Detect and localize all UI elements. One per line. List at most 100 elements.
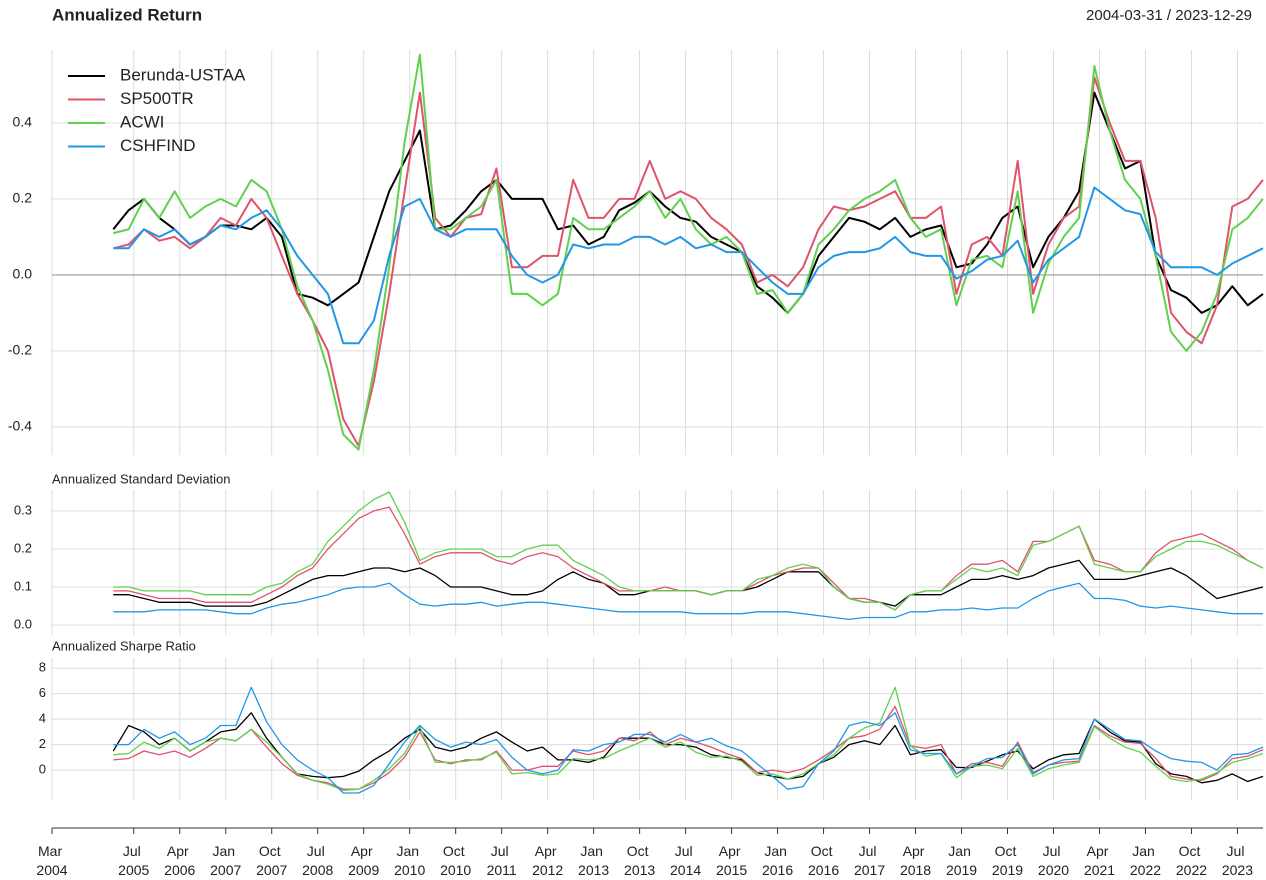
chart-title: Annualized Return (52, 5, 202, 24)
x-tick-label-part: Jul (491, 843, 513, 859)
series-line (113, 491, 1264, 611)
x-tick-label-part: Jan (764, 843, 790, 859)
x-tick-label: Oct 2013 (624, 843, 655, 878)
series-line (112, 91, 1264, 314)
y-tick-label: 0.0 (13, 266, 33, 282)
x-tick-label-part: Jan (580, 843, 606, 859)
x-tick-label: Apr 2021 (1084, 843, 1115, 878)
x-tick-label-part: Jul (1043, 843, 1065, 859)
x-tick-label-part: Apr (351, 843, 377, 859)
series-line (113, 686, 1264, 792)
x-tick-label-part: 2006 (164, 862, 195, 878)
x-tick-label-part: Apr (719, 843, 745, 859)
y-tick-label: 0.4 (13, 114, 33, 130)
y-tick-label: 6 (39, 685, 46, 700)
x-tick-label: Oct 2022 (1176, 843, 1207, 878)
series-line (113, 582, 1263, 621)
y-tick-label: 0.2 (13, 190, 33, 206)
x-tick-label-part: 2014 (670, 862, 701, 878)
y-tick-label: 4 (39, 711, 46, 726)
series-line (113, 559, 1264, 607)
x-tick-label: Jan 2013 (578, 843, 609, 878)
x-tick-label-part: Jul (675, 843, 697, 859)
x-tick-label: Mar 2004 (36, 843, 67, 878)
x-tick-label-part: Apr (903, 843, 929, 859)
y-tick-label: 0.2 (14, 540, 32, 555)
x-tick-label-part: 2020 (1038, 862, 1069, 878)
x-tick-label-part: Jul (1227, 843, 1249, 859)
x-tick-label-part: 2010 (394, 862, 425, 878)
x-tick-label: Jan 2010 (394, 843, 425, 878)
y-tick-label: -0.4 (8, 418, 32, 434)
x-tick-label-part: Mar (38, 843, 66, 859)
legend-label: ACWI (120, 112, 164, 131)
series-line (113, 53, 1264, 451)
series-line (113, 186, 1264, 345)
x-tick-label-part: 2016 (808, 862, 839, 878)
x-tick-label: Apr 2006 (164, 843, 195, 878)
legend-label: SP500TR (120, 89, 194, 108)
x-tick-label-part: Jan (396, 843, 422, 859)
x-tick-label: Oct 2007 (256, 843, 287, 878)
x-tick-label-part: 2023 (1222, 862, 1253, 878)
x-tick-label-part: 2008 (302, 862, 333, 878)
legend-label: CSHFIND (120, 136, 196, 155)
x-tick-label: Jul 2017 (854, 843, 885, 878)
x-tick-label-part: Apr (535, 843, 561, 859)
x-tick-label-part: Oct (811, 843, 837, 859)
x-tick-label: Jul 2008 (302, 843, 333, 878)
x-tick-label-part: 2021 (1084, 862, 1115, 878)
x-tick-label: Jan 2019 (946, 843, 977, 878)
x-tick-label-part: 2004 (36, 862, 67, 878)
x-tick-label: Apr 2009 (348, 843, 379, 878)
x-tick-label: Jul 2023 (1222, 843, 1253, 878)
x-tick-label: Oct 2019 (992, 843, 1023, 878)
panel-title: Annualized Standard Deviation (52, 471, 231, 486)
series-line (113, 76, 1264, 447)
x-tick-label-part: 2007 (210, 862, 241, 878)
x-tick-label-part: Jul (307, 843, 329, 859)
x-tick-label: Jul 2005 (118, 843, 149, 878)
x-tick-label-part: Jan (948, 843, 974, 859)
panel-title: Annualized Sharpe Ratio (52, 638, 196, 653)
x-tick-label-part: 2010 (440, 862, 471, 878)
x-tick-label-part: 2017 (854, 862, 885, 878)
x-tick-label-part: Oct (627, 843, 653, 859)
x-tick-label: Jul 2014 (670, 843, 701, 878)
x-tick-label-part: 2018 (900, 862, 931, 878)
x-tick-label: Jan 2022 (1130, 843, 1161, 878)
x-tick-label-part: Jul (859, 843, 881, 859)
chart-subtitle: 2004-03-31 / 2023-12-29 (1086, 7, 1252, 24)
y-tick-label: 2 (39, 736, 46, 751)
y-tick-label: -0.2 (8, 342, 32, 358)
x-tick-label-part: Oct (1179, 843, 1205, 859)
x-tick-label-part: 2013 (578, 862, 609, 878)
y-tick-label: 0.1 (14, 578, 32, 593)
x-tick-label: Jan 2016 (762, 843, 793, 878)
x-tick-label-part: Apr (1087, 843, 1113, 859)
x-tick-label-part: 2019 (946, 862, 977, 878)
x-tick-label-part: 2009 (348, 862, 379, 878)
x-tick-label-part: Oct (259, 843, 285, 859)
x-tick-label: Apr 2015 (716, 843, 747, 878)
y-tick-label: 8 (39, 660, 46, 675)
x-tick-label: Oct 2016 (808, 843, 839, 878)
x-tick-label-part: Jan (1132, 843, 1158, 859)
y-tick-label: 0 (39, 762, 46, 777)
x-tick-label-part: Oct (995, 843, 1021, 859)
x-tick-label-part: Jul (123, 843, 145, 859)
series-line (113, 686, 1264, 794)
x-tick-label: Jan 2007 (210, 843, 241, 878)
x-tick-label-part: Apr (167, 843, 193, 859)
x-tick-label-part: 2012 (532, 862, 563, 878)
x-tick-label: Oct 2010 (440, 843, 471, 878)
x-tick-label-part: 2013 (624, 862, 655, 878)
x-tick-label-part: 2016 (762, 862, 793, 878)
x-tick-label-part: Jan (212, 843, 238, 859)
x-tick-label-part: 2019 (992, 862, 1023, 878)
x-tick-label-part: 2022 (1130, 862, 1161, 878)
x-tick-label: Jul 2011 (487, 843, 517, 878)
y-tick-label: 0.3 (14, 502, 32, 517)
x-tick-label: Jul 2020 (1038, 843, 1069, 878)
